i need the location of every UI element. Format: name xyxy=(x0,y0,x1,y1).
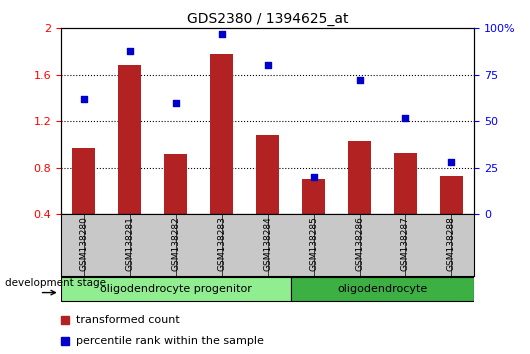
Text: transformed count: transformed count xyxy=(76,315,180,325)
Text: GSM138285: GSM138285 xyxy=(309,216,318,271)
Text: development stage: development stage xyxy=(5,278,106,288)
Point xyxy=(401,115,410,120)
Point xyxy=(355,78,364,83)
Point xyxy=(447,159,456,165)
Text: GSM138281: GSM138281 xyxy=(126,216,134,271)
Text: oligodendrocyte progenitor: oligodendrocyte progenitor xyxy=(100,284,252,294)
Bar xyxy=(73,148,95,214)
Bar xyxy=(394,153,417,214)
Text: GSM138283: GSM138283 xyxy=(217,216,226,271)
Bar xyxy=(210,54,233,214)
Point xyxy=(217,31,226,37)
Point xyxy=(80,96,88,102)
Point xyxy=(172,100,180,105)
Bar xyxy=(164,154,187,214)
Point xyxy=(263,63,272,68)
Text: GSM138284: GSM138284 xyxy=(263,216,272,271)
Bar xyxy=(440,176,463,214)
Text: GSM138287: GSM138287 xyxy=(401,216,410,271)
Text: percentile rank within the sample: percentile rank within the sample xyxy=(76,336,263,346)
Text: GSM138280: GSM138280 xyxy=(80,216,89,271)
Bar xyxy=(302,179,325,214)
Bar xyxy=(290,278,474,301)
Bar xyxy=(118,65,142,214)
Text: GSM138286: GSM138286 xyxy=(355,216,364,271)
Text: GSM138288: GSM138288 xyxy=(447,216,456,271)
Text: oligodendrocyte: oligodendrocyte xyxy=(338,284,428,294)
Title: GDS2380 / 1394625_at: GDS2380 / 1394625_at xyxy=(187,12,348,26)
Point xyxy=(126,48,134,53)
Bar xyxy=(348,141,371,214)
Bar xyxy=(61,278,290,301)
Point xyxy=(310,174,318,180)
Bar xyxy=(256,135,279,214)
Text: GSM138282: GSM138282 xyxy=(171,216,180,271)
